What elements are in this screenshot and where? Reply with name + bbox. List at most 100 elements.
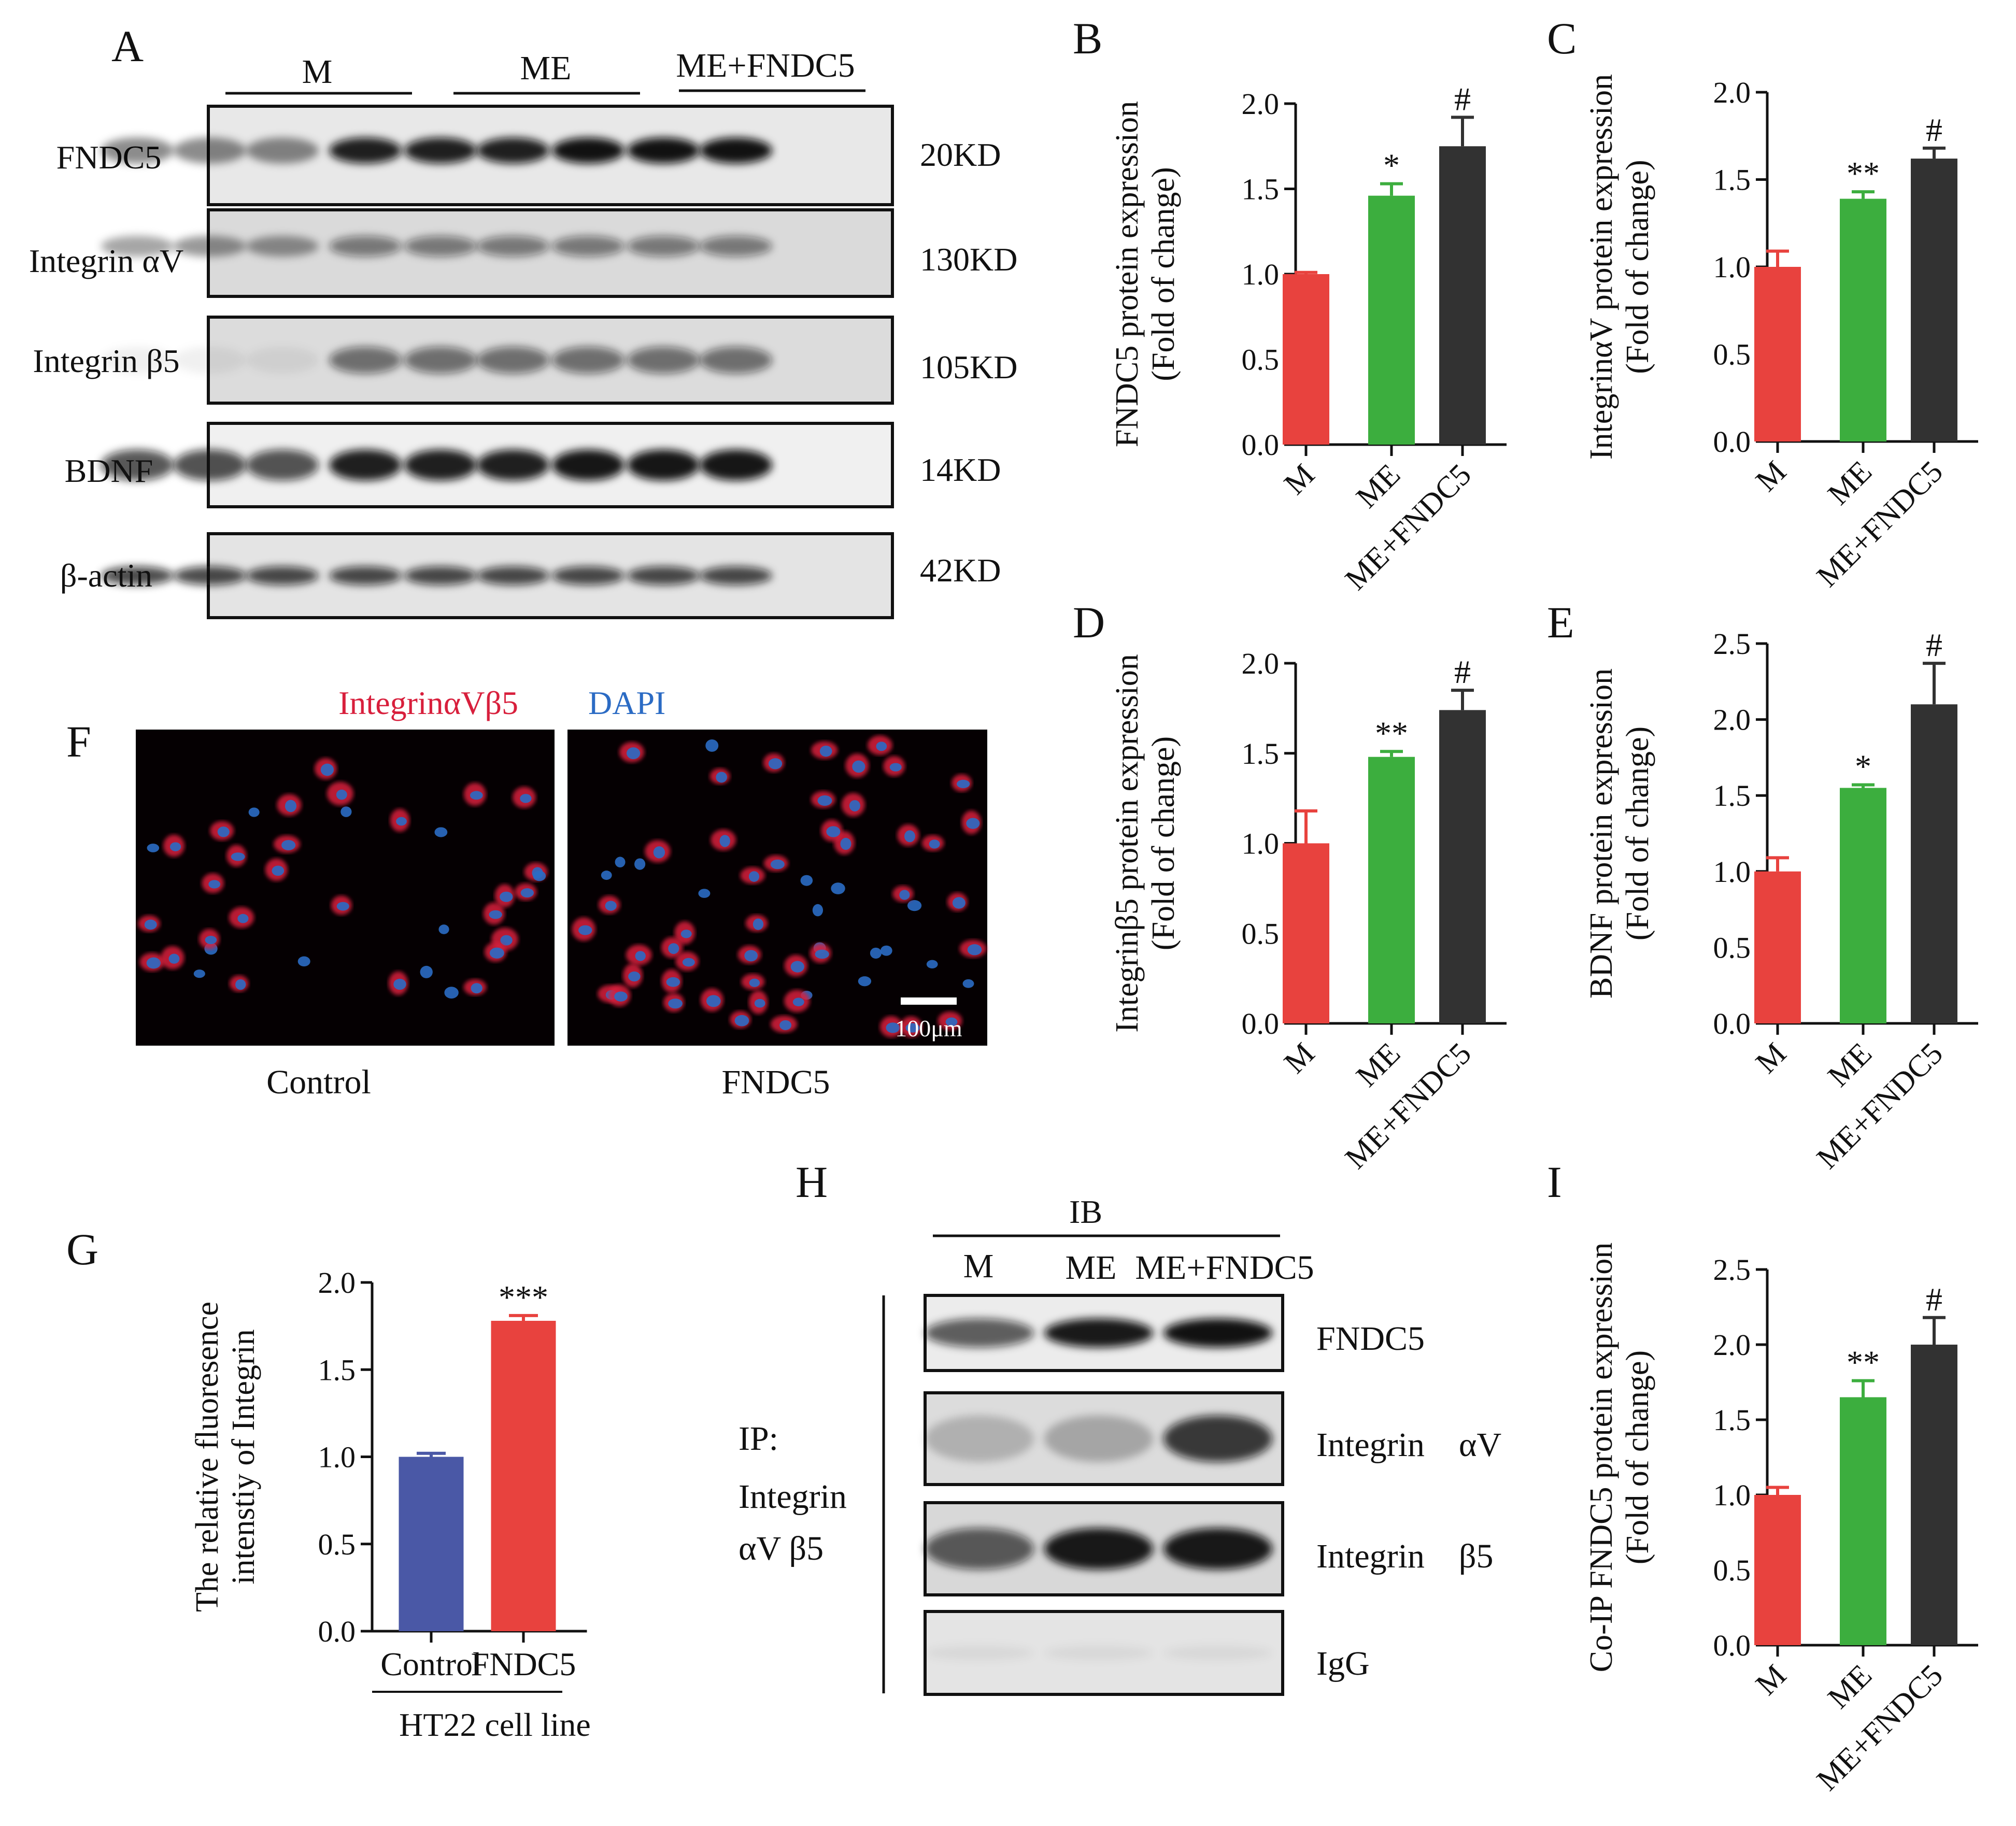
cell-nucleus	[393, 978, 406, 990]
cell-nucleus	[336, 902, 349, 911]
blot-band	[101, 566, 174, 585]
significance-mark: #	[1454, 653, 1471, 690]
cell-nucleus	[716, 772, 727, 783]
cell-nucleus	[768, 758, 783, 769]
panel-letter-c: C	[1547, 13, 1577, 63]
bar	[1368, 195, 1415, 445]
bar	[1439, 710, 1486, 1023]
significance-mark: **	[1847, 155, 1880, 192]
group-label: M	[963, 1247, 994, 1285]
group-label: ME+FNDC5	[1135, 1249, 1314, 1287]
y-tick-label: 1.5	[318, 1353, 356, 1387]
significance-mark: #	[1926, 626, 1942, 663]
group-label: ME	[520, 49, 572, 87]
x-tick-label: ME	[1821, 454, 1878, 511]
blot-band	[627, 236, 700, 257]
scale-bar-label: 100μm	[895, 1015, 962, 1042]
cell-nucleus	[886, 1022, 900, 1033]
y-tick-label: 1.0	[1242, 258, 1280, 291]
blot-band	[329, 347, 402, 374]
x-tick-label: M	[1749, 1658, 1793, 1702]
ip-label: IP:	[739, 1420, 778, 1458]
blot-band	[1044, 1415, 1153, 1462]
blot-band	[101, 137, 174, 164]
micrograph-fndc5	[567, 730, 987, 1046]
y-tick-label: 2.0	[1713, 1328, 1751, 1362]
blot-band	[1163, 1415, 1272, 1462]
cell-nucleus	[634, 858, 646, 870]
panel-letter-e: E	[1547, 597, 1574, 647]
y-tick-label: 1.5	[1713, 779, 1751, 812]
blot-band	[552, 347, 624, 374]
cell-nucleus	[889, 763, 902, 772]
y-tick-label: 2.0	[1713, 703, 1751, 737]
x-tick-label: ME+FNDC5	[1810, 1036, 1950, 1176]
cell-nucleus	[952, 897, 966, 909]
cell-nucleus	[272, 865, 285, 876]
y-tick-label: 0.5	[1242, 917, 1280, 950]
blot-band	[1044, 1318, 1153, 1348]
cell-nucleus	[749, 978, 760, 987]
panel-letter-i: I	[1547, 1157, 1562, 1207]
coip-blot-h: IB M ME ME+FNDC5 IP: Integrin αV β5 FNDC…	[739, 1193, 1501, 1696]
group-label: M	[302, 53, 333, 91]
bar	[1283, 274, 1329, 445]
cell-nucleus	[880, 945, 892, 956]
y-tick-label: 0.0	[1242, 428, 1280, 462]
blot-band	[700, 236, 772, 257]
cell-nucleus	[815, 949, 829, 959]
cell-nucleus	[904, 830, 915, 843]
blot-band	[246, 566, 319, 585]
blot-band	[329, 566, 402, 585]
cell-nucleus	[336, 789, 347, 800]
fluorescence-panel-f: IntegrinαVβ5 DAPI 100μm Control FNDC5	[136, 684, 987, 1101]
bar	[1283, 843, 1329, 1023]
cell-nucleus	[520, 888, 534, 898]
cell-nucleus	[852, 760, 865, 773]
cell-nucleus	[205, 935, 217, 945]
y-axis-label: FNDC5 protein expression	[1110, 101, 1145, 447]
x-tick-label: M	[1277, 1036, 1321, 1080]
cell-nucleus	[533, 871, 546, 881]
size-label: 42KD	[920, 552, 1001, 589]
y-tick-label: 1.5	[1242, 173, 1280, 206]
y-tick-label: 1.0	[1713, 250, 1751, 284]
cell-nucleus	[193, 969, 205, 978]
micrograph-control	[136, 730, 555, 1046]
cell-nucleus	[800, 875, 813, 886]
blot-band	[627, 137, 700, 164]
y-tick-label: 1.5	[1713, 163, 1751, 197]
cell-nucleus	[470, 791, 483, 800]
bar-chart-g: 0.0 0.5 1.0 1.5 2.0 The relative fluoresence i…	[190, 1266, 591, 1743]
y-tick-label: 2.0	[318, 1266, 356, 1300]
cell-nucleus	[653, 846, 665, 859]
cell-nucleus	[790, 961, 804, 973]
y-tick-label: 0.5	[1242, 343, 1280, 377]
y-tick-label: 2.0	[1242, 647, 1280, 680]
bar-chart-b: 0.0 0.5 1.0 1.5 2.0 FNDC5 protein expression(…	[1110, 80, 1507, 596]
cell-nucleus	[340, 806, 352, 817]
y-axis-label: Co-IP FNDC5 protein expression	[1584, 1243, 1619, 1673]
cell-nucleus	[967, 944, 982, 955]
blot-band	[101, 449, 174, 481]
y-axis-label: IntegrinαV protein expression	[1584, 74, 1619, 460]
blot-band	[552, 449, 624, 481]
cell-nucleus	[744, 950, 758, 962]
cell-nucleus	[147, 844, 160, 852]
cell-nucleus	[320, 763, 334, 776]
blot-band	[404, 347, 477, 374]
blot-strip	[207, 422, 894, 508]
coip-row-label: Integrin αV	[1316, 1426, 1501, 1464]
group-label: ME	[1066, 1249, 1117, 1287]
cell-nucleus	[680, 930, 692, 938]
bar-chart-d: 0.0 0.5 1.0 1.5 2.0 Integrinβ5 protein expres…	[1110, 647, 1507, 1175]
cell-nucleus	[876, 741, 887, 751]
cell-nucleus	[208, 880, 220, 889]
bar	[1911, 704, 1957, 1023]
blot-band	[174, 347, 246, 374]
coip-row-label: IgG	[1316, 1645, 1370, 1682]
x-tick-label: ME+FNDC5	[1810, 454, 1950, 594]
cell-nucleus	[748, 871, 760, 882]
cell-nucleus	[668, 943, 679, 954]
bar	[1840, 198, 1886, 441]
